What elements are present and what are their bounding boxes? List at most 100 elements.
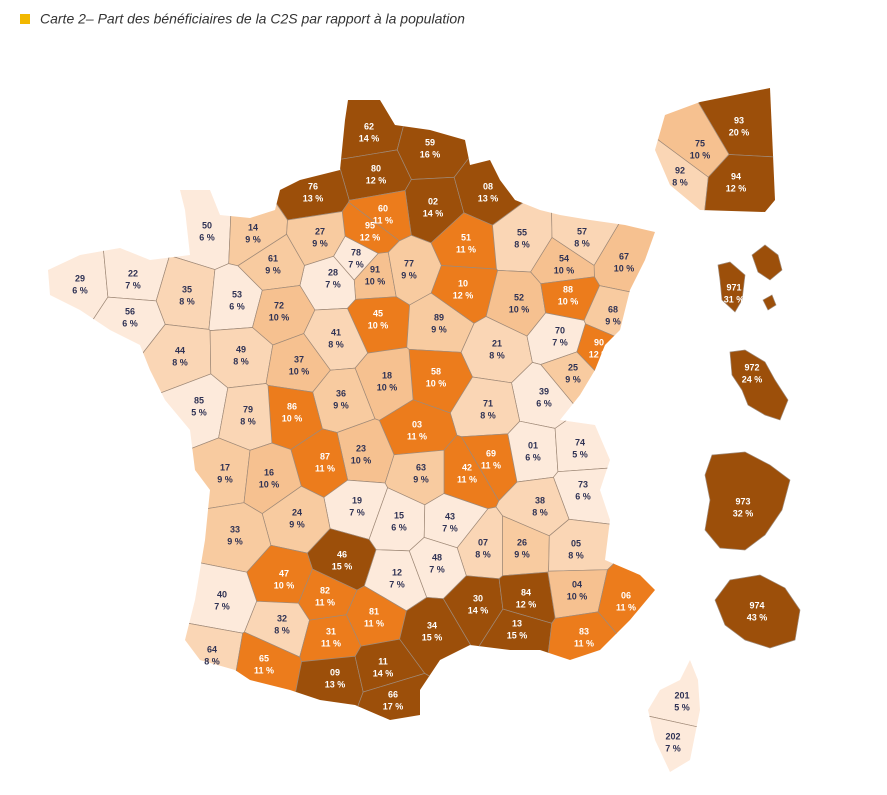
department-value-label: 43 % (747, 612, 768, 622)
department-code: 77 (404, 258, 414, 268)
department-value-label: 11 % (373, 215, 393, 225)
department (714, 574, 801, 649)
department-code: 59 (425, 137, 435, 147)
department (554, 406, 655, 473)
department-value-label: 10 % (509, 304, 530, 314)
department-value-label: 9 % (265, 265, 281, 275)
department-code: 24 (292, 507, 302, 517)
department-code: 82 (320, 585, 330, 595)
department-value-label: 9 % (245, 234, 261, 244)
department-code: 63 (416, 462, 426, 472)
department-code: 72 (274, 300, 284, 310)
department-value-label: 9 % (227, 536, 243, 546)
department-code: 12 (392, 567, 402, 577)
department-value-label: 10 % (614, 263, 635, 273)
department-code: 34 (427, 620, 437, 630)
department-code: 89 (434, 312, 444, 322)
department-code: 33 (230, 524, 240, 534)
department-value-label: 10 % (554, 265, 575, 275)
department-code: 80 (371, 163, 381, 173)
department-code: 83 (579, 626, 589, 636)
department-value-label: 20 % (729, 127, 750, 137)
department-code: 81 (369, 606, 379, 616)
department-value-label: 11 % (457, 474, 477, 484)
department-code: 971 (726, 282, 741, 292)
department-value-label: 11 % (481, 460, 501, 470)
department-code: 25 (568, 362, 578, 372)
department-value-label: 10 % (690, 150, 711, 160)
department-value-label: 13 % (325, 679, 346, 689)
department-value-label: 11 % (574, 638, 594, 648)
department-code: 40 (217, 589, 227, 599)
department-value-label: 32 % (733, 508, 754, 518)
department-code: 84 (521, 587, 531, 597)
department-code: 75 (695, 138, 705, 148)
department-value-label: 6 % (391, 522, 407, 532)
department-code: 37 (294, 354, 304, 364)
department-code: 76 (308, 181, 318, 191)
department-code: 70 (555, 325, 565, 335)
department-code: 36 (336, 388, 346, 398)
department-code: 61 (268, 253, 278, 263)
department-code: 58 (431, 366, 441, 376)
department-code: 973 (735, 496, 750, 506)
department-value-label: 12 % (726, 183, 747, 193)
department-code: 08 (483, 181, 493, 191)
department-code: 201 (674, 690, 689, 700)
department-code: 18 (382, 370, 392, 380)
department-code: 64 (207, 644, 217, 654)
department-code: 92 (675, 165, 685, 175)
department-value-label: 10 % (426, 378, 447, 388)
department-code: 974 (749, 600, 764, 610)
department-value-label: 12 % (453, 290, 474, 300)
department-value-label: 6 % (199, 232, 215, 242)
department-value-label: 13 % (478, 193, 499, 203)
department-code: 55 (517, 227, 527, 237)
department-code: 11 (378, 656, 388, 666)
department-code: 94 (731, 171, 741, 181)
department-code: 79 (243, 404, 253, 414)
department-code: 43 (445, 511, 455, 521)
department-code: 42 (462, 462, 472, 472)
department-value-label: 9 % (312, 238, 328, 248)
department-value-label: 9 % (605, 316, 621, 326)
department-code: 31 (326, 626, 336, 636)
department-value-label: 8 % (672, 177, 688, 187)
department-code: 56 (125, 306, 135, 316)
department-value-label: 11 % (254, 665, 274, 675)
department-value-label: 10 % (289, 366, 310, 376)
department-code: 19 (352, 495, 362, 505)
department-value-label: 6 % (525, 452, 541, 462)
department-value-label: 10 % (558, 296, 579, 306)
department-code: 88 (563, 284, 573, 294)
department-value-label: 7 % (348, 259, 364, 269)
department-code: 54 (559, 253, 569, 263)
department-value-label: 8 % (568, 550, 584, 560)
department-code: 38 (535, 495, 545, 505)
department-value-label: 8 % (233, 356, 249, 366)
department-code: 67 (619, 251, 629, 261)
department-value-label: 7 % (214, 601, 230, 611)
department-value-label: 8 % (204, 656, 220, 666)
department-code: 39 (539, 386, 549, 396)
department-value-label: 7 % (665, 743, 681, 753)
department-value-label: 9 % (413, 474, 429, 484)
department-code: 69 (486, 448, 496, 458)
department-value-label: 8 % (475, 549, 491, 559)
department-value-label: 7 % (349, 507, 365, 517)
department-code: 17 (220, 462, 230, 472)
department-value-label: 9 % (289, 519, 305, 529)
department-value-label: 8 % (240, 416, 256, 426)
department-value-label: 5 % (572, 449, 588, 459)
department-value-label: 7 % (429, 564, 445, 574)
department-code: 71 (483, 398, 493, 408)
department-code: 09 (330, 667, 340, 677)
department-code: 86 (287, 401, 297, 411)
department-value-label: 31 % (724, 294, 745, 304)
department-code: 05 (571, 538, 581, 548)
department-code: 47 (279, 568, 289, 578)
department-code: 14 (248, 222, 258, 232)
